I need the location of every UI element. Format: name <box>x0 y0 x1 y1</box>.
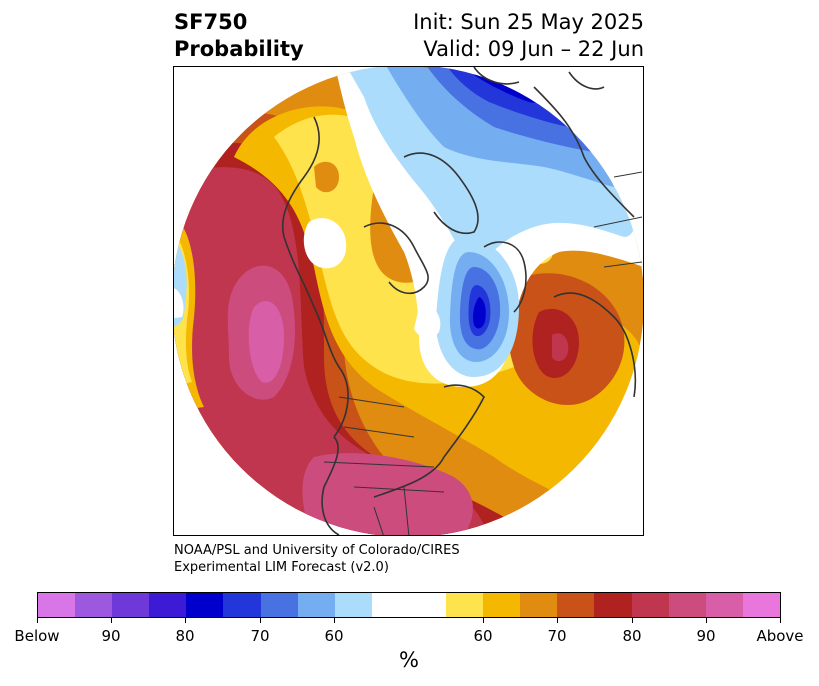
title-init-date: Init: Sun 25 May 2025 <box>413 10 644 34</box>
white-canada-patch <box>303 218 347 269</box>
colorbar-tick-mark <box>632 618 633 623</box>
colorbar-segment <box>297 593 335 617</box>
colorbar-segment <box>408 593 447 617</box>
colorbar-segment <box>112 593 150 617</box>
orange-arctic-patch <box>314 161 339 193</box>
colorbar-tick-label: 70 <box>547 627 567 645</box>
hudson-bay <box>363 222 429 295</box>
forecast-map <box>174 67 643 535</box>
colorbar-segment <box>483 593 521 617</box>
colorbar-segment <box>260 593 298 617</box>
map-panel <box>173 66 644 536</box>
probability-fill <box>174 67 643 535</box>
colorbar-tick-mark <box>111 618 112 623</box>
colorbar-tick-mark <box>706 618 707 623</box>
siberia-coast <box>473 67 605 90</box>
colorbar-tick-mark <box>483 618 484 623</box>
deep-blue-low-core <box>473 297 486 329</box>
na-borders <box>323 396 445 535</box>
map-title-right: Init: Sun 25 May 2025 Valid: 09 Jun – 22… <box>413 9 644 63</box>
colorbar-tick-mark <box>557 618 558 623</box>
colorbar-segment <box>594 593 632 617</box>
colorbar-tick-mark <box>37 618 38 623</box>
white-hudson-patch <box>414 306 441 339</box>
na-east-coast <box>373 384 485 498</box>
colorbar-segment <box>334 593 372 617</box>
colorbar-segment <box>223 593 261 617</box>
colorbar-segment <box>75 593 113 617</box>
pink-us-region <box>302 453 473 535</box>
colorbar-tick-label: 60 <box>324 627 344 645</box>
colorbar-segment <box>742 593 780 617</box>
light-blue-arctic-region <box>344 67 636 277</box>
colorbar-tick-mark <box>260 618 261 623</box>
colorbar-tick-mark <box>185 618 186 623</box>
eurasia-arctic-coast <box>533 86 635 218</box>
credit-line-2: Experimental LIM Forecast (v2.0) <box>174 560 389 575</box>
na-west-coast <box>281 116 349 438</box>
colorbar-tick-label: Above <box>756 627 804 645</box>
colorbar-segment <box>149 593 187 617</box>
map-credit: NOAA/PSL and University of Colorado/CIRE… <box>174 542 460 576</box>
colorbar-segment <box>38 593 76 617</box>
colorbar-segment <box>668 593 706 617</box>
colorbar-tick-label: 60 <box>473 627 493 645</box>
colorbar-tick-label: Below <box>14 627 60 645</box>
colorbar-segment <box>520 593 558 617</box>
title-variable: SF750 <box>174 10 248 34</box>
crimson-region <box>174 167 494 535</box>
colorbar-tick-label: 90 <box>696 627 716 645</box>
colorbar-segment <box>371 593 409 617</box>
colorbar-segment <box>705 593 743 617</box>
arctic-islands <box>403 152 479 234</box>
crimson-europe-core <box>552 333 569 362</box>
colorbar-tick-label: 90 <box>101 627 121 645</box>
colorbar-segment <box>186 593 224 617</box>
colorbar <box>37 592 781 618</box>
blue-region <box>444 67 571 127</box>
title-valid-range: Valid: 09 Jun – 22 Jun <box>423 37 644 61</box>
mexico-coast <box>321 436 340 535</box>
colorbar-tick-label: 80 <box>622 627 642 645</box>
colorbar-unit-label: % <box>399 648 419 672</box>
map-title-left: SF750 Probability <box>174 9 304 63</box>
colorbar-tick-label: 70 <box>250 627 270 645</box>
credit-line-1: NOAA/PSL and University of Colorado/CIRE… <box>174 543 460 558</box>
coastlines <box>281 67 643 535</box>
magenta-pacific-core <box>248 301 284 383</box>
white-west-edge <box>174 287 184 319</box>
title-product: Probability <box>174 37 304 61</box>
colorbar-tick-label: 80 <box>175 627 195 645</box>
colorbar-tick-mark <box>334 618 335 623</box>
colorbar-tick-mark <box>780 618 781 623</box>
eurasia-borders <box>593 171 643 268</box>
colorbar-segment <box>557 593 595 617</box>
colorbar-segment <box>631 593 669 617</box>
colorbar-segment <box>446 593 484 617</box>
europe-coast <box>553 292 637 398</box>
greenland-coast <box>483 241 527 313</box>
